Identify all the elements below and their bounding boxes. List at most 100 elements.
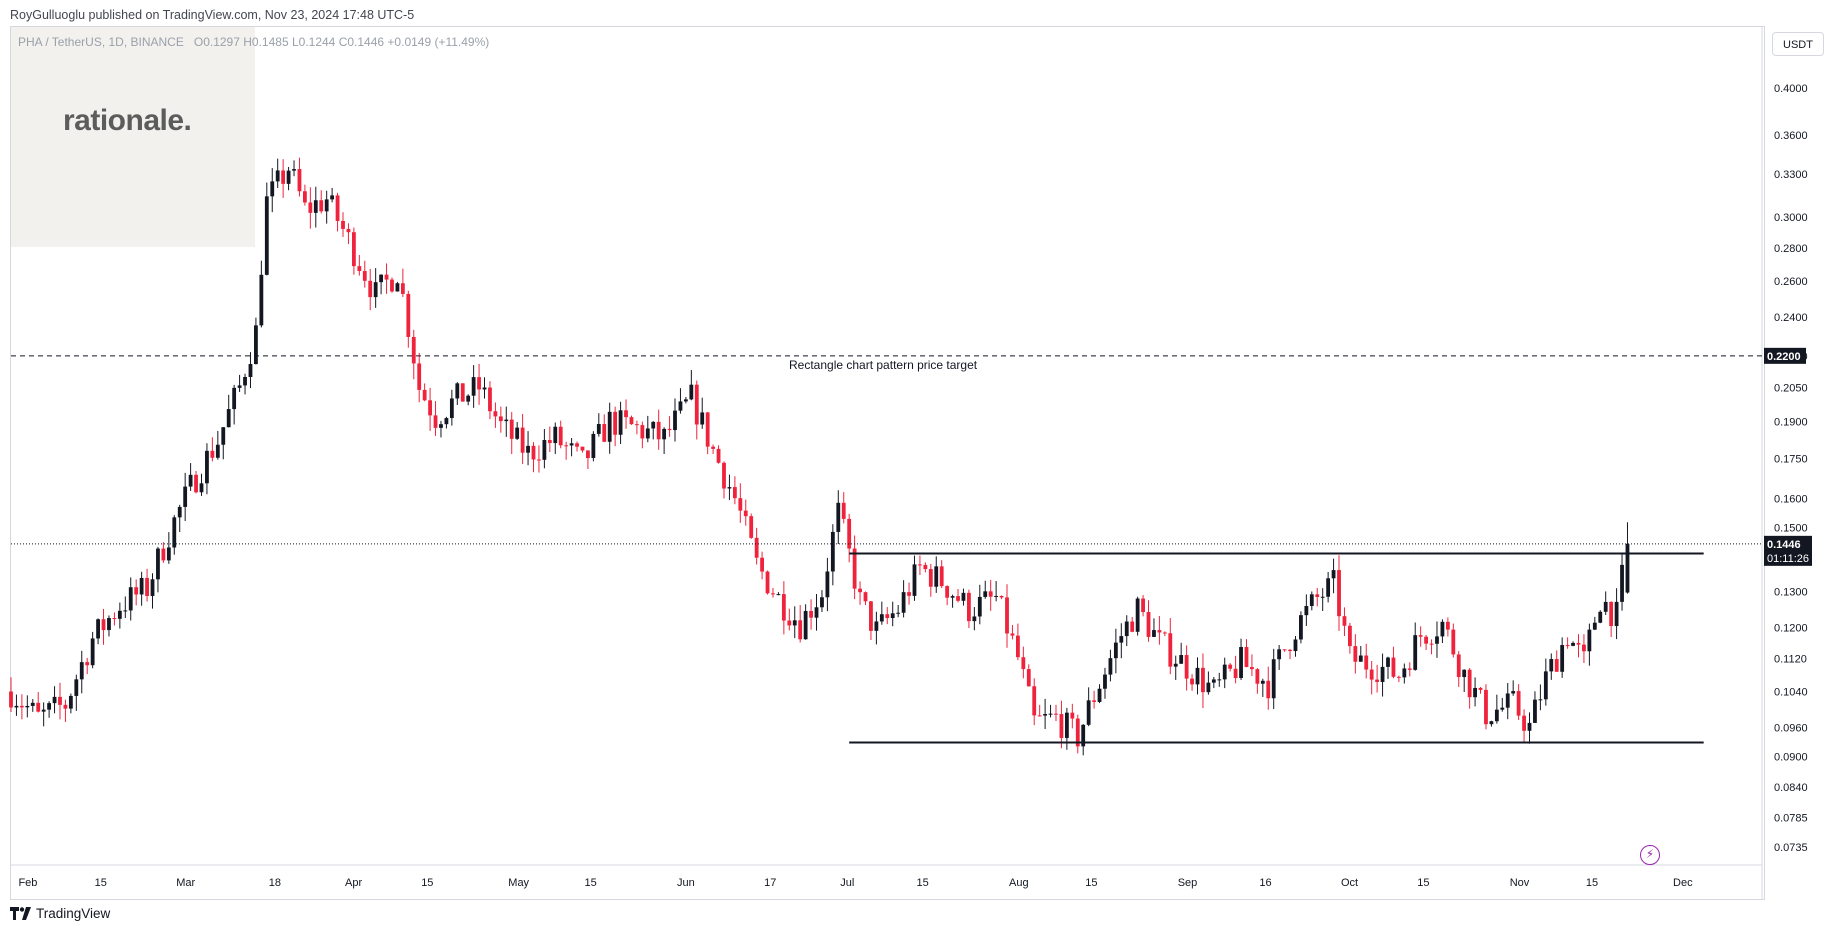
candle-body [1266,680,1271,699]
candle-body [302,191,307,203]
candle-body [384,274,389,280]
time-tick-label: Feb [18,877,37,889]
candle-body [1233,668,1238,679]
candle-body [591,433,596,459]
candle-body [531,445,536,460]
candle-body [1206,682,1211,693]
candle-body [754,537,759,558]
candle-body [673,410,677,431]
candle-body [1353,646,1358,662]
candle-body [335,195,340,221]
candle-body [259,274,264,326]
candle-body [373,282,378,298]
candle-body [1467,669,1472,698]
candle-body [939,566,944,587]
price-tick-label: 0.0960 [1774,722,1808,734]
candle-body [134,587,139,595]
price-tick-label: 0.0900 [1774,751,1808,763]
currency-button[interactable]: USDT [1772,32,1824,56]
candle-body [1571,642,1575,646]
candle-body [172,517,177,548]
lightning-icon[interactable]: ⚡ [1640,845,1660,865]
candle-body [912,564,917,596]
candle-body [471,377,476,396]
candle-body [292,169,296,171]
footer-brand[interactable]: TradingView [10,906,110,921]
candle-body [580,446,585,451]
candle-body [194,474,198,493]
candle-body [515,427,520,439]
candle-body [1326,578,1331,597]
candle-body [1598,611,1603,623]
candle-body [150,579,155,596]
candle-body [1576,642,1581,645]
candle-body [1064,712,1069,738]
price-tick-label: 0.4000 [1774,83,1808,95]
candle-body [85,662,90,666]
candle-body [183,486,188,507]
candle-body [901,592,906,613]
price-tick-label: 0.2600 [1774,276,1808,288]
candle-body [1309,594,1314,606]
target-price-tag [1764,347,1806,364]
time-tick-label: 15 [584,877,596,889]
candle-body [1152,630,1156,637]
candle-body [923,564,928,570]
candle-body [9,691,13,708]
candle-body [444,418,449,425]
candle-body [482,387,487,390]
candle-body [1424,636,1429,644]
price-tick-label: 0.1120 [1774,653,1807,665]
candle-body [624,410,628,418]
candle-body [879,614,884,622]
candle-body [1418,635,1423,637]
candle-body [1222,664,1227,680]
candle-body [199,483,204,493]
candle-body [1162,632,1167,634]
candle-body [1527,722,1532,731]
chart-panel[interactable] [10,26,1765,900]
candle-body [1440,621,1445,637]
candle-body [1070,712,1075,719]
candle-body [504,419,509,422]
candle-body [689,384,694,400]
price-tick-label: 0.1500 [1774,522,1808,534]
last-price-label: 0.1446 [1767,539,1801,551]
time-tick-label: Nov [1510,877,1530,889]
candle-body [1097,688,1102,702]
candle-body [177,506,182,518]
candle-body [25,705,30,708]
candle-body [1402,668,1407,678]
candle-body [1021,657,1026,670]
candle-body [1511,691,1516,694]
candle-body [270,181,275,197]
price-tick-label: 0.0735 [1774,842,1808,854]
time-tick-label: Oct [1341,877,1358,889]
candle-body [1505,693,1510,708]
candle-body [732,487,737,499]
candle-body [613,411,618,435]
symbol-name[interactable]: PHA / TetherUS, 1D, BINANCE [18,35,184,49]
target-price-tag-label: 0.2200 [1767,351,1801,363]
time-tick-label: Jun [677,877,695,889]
time-tick-label: Jul [840,877,854,889]
candle-body [221,427,226,445]
candle-body [520,427,525,453]
candle-body [90,638,95,666]
candle-body [705,412,710,447]
candle-body [439,424,443,428]
candle-body [874,621,879,631]
target-line-annotation: Rectangle chart pattern price target [789,358,978,372]
candle-body [1337,570,1341,617]
candle-body [1603,601,1608,612]
price-tick-label: 0.1750 [1774,453,1808,465]
candle-body [248,364,253,378]
high-value: H0.1485 [243,35,289,49]
candle-body [1103,674,1107,689]
candle-body [286,170,291,184]
candle-body [1184,655,1189,679]
time-tick-label: 18 [269,877,281,889]
candle-body [830,531,835,572]
candle-body [1320,596,1325,598]
